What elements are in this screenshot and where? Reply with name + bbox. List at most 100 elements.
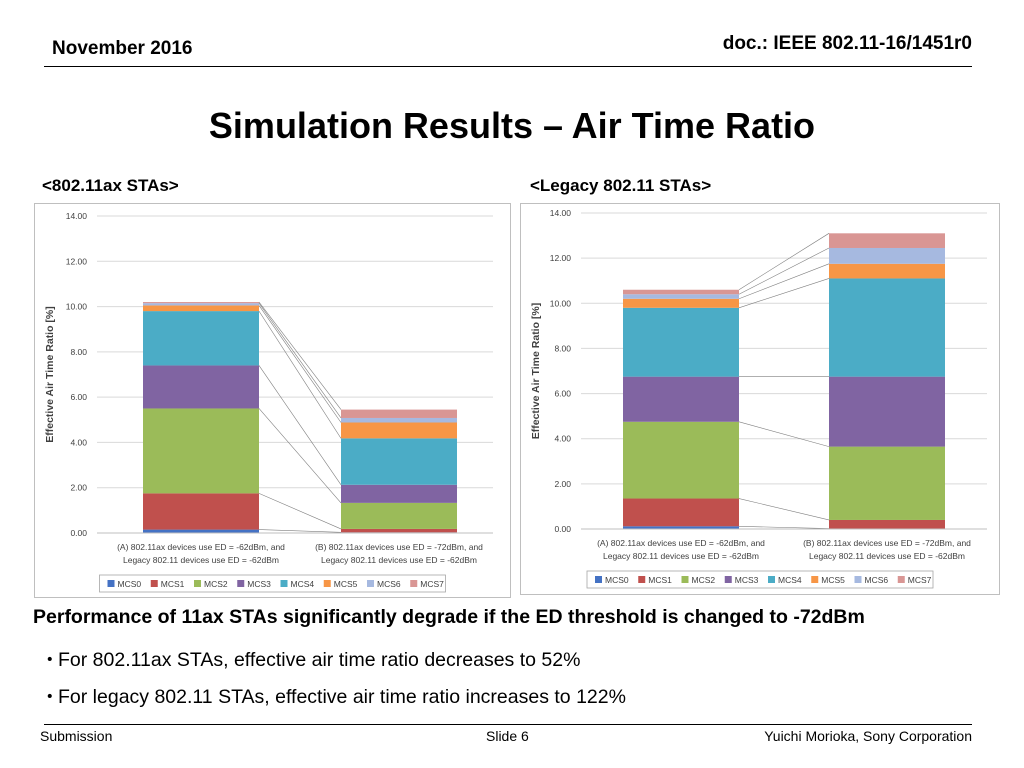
headline-text: Performance of 11ax STAs significantly d… — [33, 606, 865, 628]
bar-segment-mcs1 — [623, 498, 739, 527]
bar-segment-mcs4 — [829, 278, 945, 377]
series-connector-mcs4 — [258, 310, 342, 439]
bullet-text-11ax: For 802.11ax STAs, effective air time ra… — [58, 649, 581, 671]
series-connector-mcs6 — [258, 303, 342, 419]
series-connector-mcs0 — [258, 529, 342, 533]
bar-segment-mcs3 — [623, 376, 739, 422]
chart-802-11ax: 0.00 2.00 4.00 6.00 8.00 10.00 12.00 14.00 Effec… — [34, 203, 511, 598]
y-tick-label: 6.00 — [70, 392, 87, 402]
legend-label: MCS0 — [118, 579, 142, 589]
legend-label: MCS7 — [420, 579, 444, 589]
legend-swatch-mcs2 — [194, 580, 201, 587]
bar-segment-mcs2 — [341, 502, 457, 529]
y-tick-label: 14.00 — [550, 208, 572, 218]
footer-slide-number: Slide 6 — [486, 728, 529, 744]
legend-label: MCS3 — [735, 575, 759, 585]
series-connector-mcs0 — [738, 525, 830, 529]
header-doc-id: doc.: IEEE 802.11-16/1451r0 — [722, 33, 972, 54]
legend-swatch-mcs6 — [854, 576, 862, 583]
bar-segment-mcs4 — [341, 438, 457, 485]
series-connector-mcs5 — [258, 305, 342, 423]
y-tick-label: 10.00 — [550, 298, 572, 308]
bar-segment-mcs7 — [143, 302, 259, 304]
legend-swatch-mcs7 — [897, 576, 905, 583]
footer-author: Yuichi Morioka, Sony Corporation — [764, 728, 972, 744]
bar-segment-mcs2 — [143, 408, 259, 494]
chart-right-subtitle: <Legacy 802.11 STAs> — [530, 176, 712, 195]
legend-swatch-mcs1 — [150, 580, 158, 587]
y-tick-label: 12.00 — [550, 253, 572, 263]
legend-label: MCS2 — [692, 575, 716, 585]
bar-segment-mcs7 — [829, 233, 945, 248]
x-category-label: (B) 802.11ax devices use ED = -72dBm, an… — [803, 538, 971, 548]
chart-left-subtitle: <802.11ax STAs> — [42, 176, 179, 195]
legend-label: MCS1 — [161, 579, 185, 589]
bar-segment-mcs1 — [341, 528, 457, 533]
legend-swatch-mcs3 — [724, 576, 732, 583]
legend-swatch-mcs6 — [367, 580, 374, 587]
x-category-label: Legacy 802.11 devices use ED = -62dBm — [123, 555, 279, 565]
legend-swatch-mcs4 — [768, 576, 775, 583]
bullet-item-legacy: ・For legacy 802.11 STAs, effective air t… — [40, 680, 626, 709]
legend-label: MCS0 — [605, 575, 629, 585]
legend-label: MCS6 — [865, 575, 889, 585]
legend-swatch-mcs5 — [323, 580, 331, 587]
bar-segment-mcs1 — [829, 519, 945, 529]
bar-segment-mcs6 — [341, 417, 457, 423]
legend-label: MCS6 — [377, 579, 401, 589]
y-axis-label: Effective Air Time Ratio [%] — [44, 306, 56, 443]
y-tick-label: 4.00 — [70, 437, 87, 447]
series-connector-mcs7 — [258, 301, 342, 410]
y-tick-label: 0.00 — [554, 524, 571, 534]
y-tick-label: 10.00 — [66, 302, 88, 312]
chart-802-11ax-svg: 0.00 2.00 4.00 6.00 8.00 10.00 12.00 14.00 Effec… — [44, 211, 493, 593]
x-category-label: Legacy 802.11 devices use ED = -62dBm — [809, 551, 965, 561]
bar-segment-mcs6 — [143, 303, 259, 306]
bar-segment-mcs6 — [623, 294, 739, 299]
bar-segment-mcs5 — [829, 263, 945, 279]
legend-label: MCS1 — [648, 575, 672, 585]
y-tick-label: 2.00 — [554, 479, 571, 489]
x-category-label: (A) 802.11ax devices use ED = -62dBm, an… — [597, 538, 765, 548]
series-connector-mcs7 — [738, 233, 830, 290]
y-tick-label: 12.00 — [66, 256, 88, 266]
legend-label: MCS5 — [334, 579, 358, 589]
bar-segment-mcs5 — [341, 422, 457, 439]
chart-legacy-802-11: 0.00 2.00 4.00 6.00 8.00 10.00 12.00 14.00 Effec… — [520, 203, 1000, 595]
legend-swatch-mcs0 — [595, 576, 602, 583]
y-axis-label: Effective Air Time Ratio [%] — [530, 303, 542, 440]
header-date: November 2016 — [52, 38, 193, 59]
legend-label: MCS3 — [247, 579, 271, 589]
bar-segment-mcs4 — [143, 311, 259, 366]
x-category-label: Legacy 802.11 devices use ED = -62dBm — [603, 551, 759, 561]
bar-segment-mcs0 — [143, 529, 259, 533]
series-connector-mcs2 — [738, 421, 830, 447]
bar-segment-mcs3 — [829, 376, 945, 447]
series-connector-mcs1 — [258, 493, 342, 530]
legend-label: MCS7 — [908, 575, 932, 585]
legend-swatch-mcs3 — [237, 580, 245, 587]
bar-segment-mcs1 — [143, 493, 259, 530]
footer-rule — [44, 724, 972, 725]
legend-box — [99, 574, 446, 593]
legend-swatch-mcs5 — [811, 576, 819, 583]
bar-segment-mcs0 — [623, 526, 739, 529]
bullet-symbol: ・ — [40, 686, 60, 708]
x-category-label: Legacy 802.11 devices use ED = -62dBm — [321, 555, 477, 565]
x-category-label: (B) 802.11ax devices use ED = -72dBm, an… — [315, 542, 483, 552]
slide-title: Simulation Results – Air Time Ratio — [208, 105, 816, 146]
legend-label: MCS2 — [204, 579, 228, 589]
legend-label: MCS4 — [291, 579, 315, 589]
bar-segment-mcs7 — [341, 409, 457, 418]
legend-label: MCS4 — [778, 575, 802, 585]
header-rule — [44, 66, 972, 67]
series-connector-mcs4 — [738, 278, 830, 309]
series-connector-mcs2 — [258, 408, 342, 504]
y-tick-label: 4.00 — [554, 434, 571, 444]
x-category-label: (A) 802.11ax devices use ED = -62dBm, an… — [117, 542, 285, 552]
series-connector-mcs1 — [738, 498, 830, 521]
bar-segment-mcs4 — [623, 307, 739, 377]
legend-swatch-mcs4 — [280, 580, 288, 587]
bar-segment-mcs5 — [623, 298, 739, 308]
bullet-symbol: ・ — [40, 649, 60, 671]
